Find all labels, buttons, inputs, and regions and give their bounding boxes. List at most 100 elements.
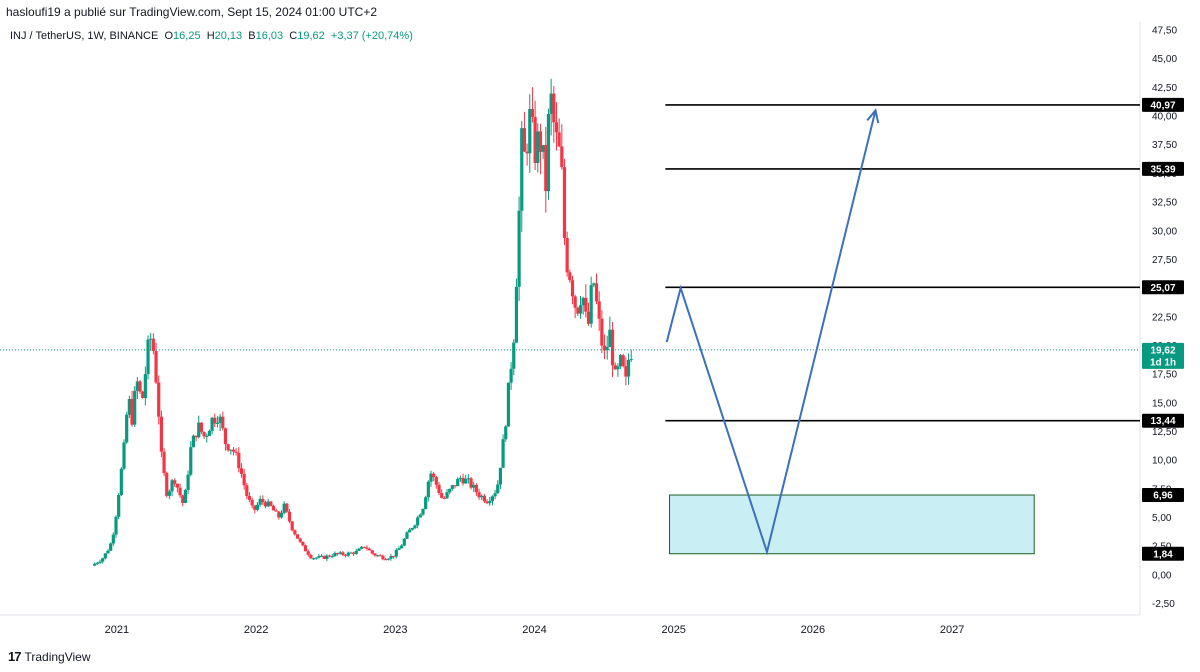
- candle-body: [98, 561, 102, 563]
- candle-body: [114, 516, 118, 535]
- x-tick-label: 2022: [244, 624, 268, 636]
- candle-body: [565, 237, 569, 273]
- candle-body: [624, 366, 628, 377]
- candle-body: [517, 210, 521, 287]
- candle-body: [490, 496, 495, 502]
- candle-body: [466, 478, 470, 480]
- candle-body: [319, 555, 324, 557]
- candle-body: [445, 492, 449, 499]
- zone-top-label-bg: [1142, 488, 1184, 503]
- symbol-legend: INJ / TetherUS, 1W, BINANCE O16,25 H20,1…: [10, 30, 413, 42]
- candle-body: [493, 493, 497, 497]
- candle-body: [143, 374, 147, 399]
- candle-body: [426, 481, 430, 498]
- candle-body: [522, 128, 527, 152]
- candle-body: [498, 467, 503, 485]
- y-tick-label: 5,00: [1152, 513, 1172, 524]
- candle-body: [303, 545, 308, 552]
- candle-body: [501, 439, 505, 468]
- candle-body: [397, 548, 401, 550]
- candle-body: [597, 301, 601, 319]
- candle-body: [480, 495, 484, 498]
- candle-body: [135, 381, 139, 391]
- candle-body: [170, 480, 174, 492]
- candle-body: [552, 93, 556, 123]
- candle-body: [151, 338, 155, 351]
- level-price-label-bg: [1142, 161, 1184, 176]
- candle-body: [269, 501, 273, 506]
- candle-body: [213, 417, 217, 424]
- candle-body: [618, 355, 623, 367]
- candle-body: [306, 551, 310, 555]
- candle-body: [285, 503, 289, 512]
- candle-body: [253, 505, 257, 510]
- y-tick-label: 10,00: [1152, 456, 1177, 467]
- candle-body: [394, 549, 398, 557]
- candle-body: [133, 390, 137, 425]
- candle-body: [119, 468, 123, 496]
- candle-body: [410, 528, 414, 530]
- level-price-label-bg: [1142, 280, 1184, 295]
- candle-body: [413, 525, 417, 529]
- level-price-label: 35,39: [1150, 164, 1175, 175]
- zone-bottom-label: 1,84: [1153, 549, 1173, 560]
- candle-body: [442, 497, 446, 499]
- candle-body: [560, 146, 564, 168]
- candle-body: [138, 381, 142, 392]
- last-price-label: 19,62: [1150, 345, 1175, 356]
- publish-header-text: hasloufi19 a publié sur TradingView.com,…: [6, 5, 378, 19]
- candle-body: [506, 382, 511, 427]
- candle-body: [512, 342, 516, 369]
- candle-body: [450, 485, 454, 489]
- candle-body: [205, 435, 209, 437]
- candle-body: [343, 554, 348, 556]
- candle-body: [453, 485, 457, 487]
- candle-body: [210, 417, 214, 431]
- candle-body: [250, 499, 254, 506]
- close-label: C: [289, 30, 298, 42]
- candle-body: [351, 552, 356, 554]
- candle-body: [608, 329, 612, 348]
- candle-body: [381, 555, 385, 560]
- candle-body: [165, 473, 169, 496]
- candle-body: [130, 398, 134, 425]
- candle-body: [245, 485, 249, 497]
- candle-body: [221, 416, 225, 429]
- candle-body: [405, 532, 409, 539]
- level-price-label: 25,07: [1150, 283, 1175, 294]
- candle-body: [255, 504, 260, 510]
- candle-body: [295, 534, 300, 539]
- high-label: H: [206, 30, 215, 42]
- candle-body: [546, 113, 551, 192]
- zone-bottom-label-bg: [1142, 546, 1184, 561]
- candle-body: [432, 473, 436, 478]
- candle-body: [274, 510, 278, 512]
- candle-body: [610, 329, 615, 366]
- candle-body: [474, 484, 478, 493]
- candle-body: [173, 480, 177, 484]
- zone-top-label: 6,96: [1153, 491, 1173, 502]
- candle-body: [477, 492, 481, 498]
- candle-body: [183, 489, 188, 503]
- candle-body: [538, 131, 543, 152]
- candle-body: [191, 435, 196, 448]
- candle-body: [199, 422, 204, 432]
- publish-header: hasloufi19 a publié sur TradingView.com,…: [6, 5, 377, 19]
- candle-body: [277, 511, 281, 518]
- candle-body: [514, 286, 519, 343]
- candle-body: [341, 552, 345, 555]
- candle-body: [578, 305, 583, 314]
- candle-body: [127, 398, 131, 415]
- candle-body: [528, 109, 532, 154]
- candle-body: [434, 477, 438, 485]
- y-tick-label: 37,50: [1152, 140, 1177, 151]
- y-tick-label: 42,50: [1152, 83, 1177, 94]
- candle-body: [95, 562, 99, 564]
- candle-body: [389, 556, 393, 559]
- candle-body: [602, 345, 607, 351]
- candle-body: [418, 514, 422, 518]
- candle-body: [408, 529, 412, 533]
- brand-name: TradingView: [24, 649, 91, 664]
- candle-body: [263, 502, 268, 507]
